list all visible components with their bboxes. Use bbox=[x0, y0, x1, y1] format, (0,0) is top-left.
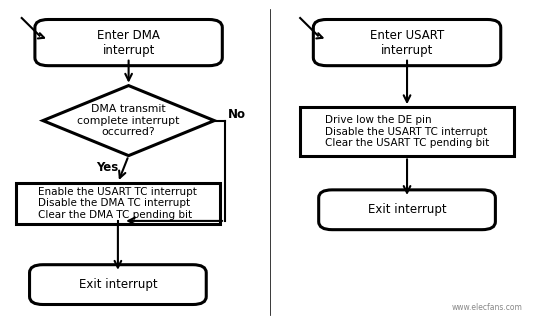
Text: Enter DMA
interrupt: Enter DMA interrupt bbox=[97, 29, 160, 57]
Text: Enable the USART TC interrupt
Disable the DMA TC interrupt
Clear the DMA TC pend: Enable the USART TC interrupt Disable th… bbox=[38, 187, 197, 220]
Text: www.elecfans.com: www.elecfans.com bbox=[451, 303, 522, 312]
Polygon shape bbox=[43, 86, 214, 156]
Text: DMA transmit
complete interrupt
occurred?: DMA transmit complete interrupt occurred… bbox=[77, 104, 180, 137]
Bar bbox=[300, 107, 514, 156]
Text: Exit interrupt: Exit interrupt bbox=[368, 203, 446, 216]
FancyBboxPatch shape bbox=[30, 265, 206, 305]
Text: Enter USART
interrupt: Enter USART interrupt bbox=[370, 29, 444, 57]
FancyBboxPatch shape bbox=[35, 19, 222, 66]
Text: Drive low the DE pin
Disable the USART TC interrupt
Clear the USART TC pending b: Drive low the DE pin Disable the USART T… bbox=[325, 115, 489, 148]
FancyBboxPatch shape bbox=[319, 190, 496, 230]
FancyBboxPatch shape bbox=[313, 19, 501, 66]
Text: Exit interrupt: Exit interrupt bbox=[78, 278, 157, 291]
Text: No: No bbox=[228, 108, 246, 122]
Text: Yes: Yes bbox=[96, 161, 118, 174]
Bar bbox=[16, 183, 220, 224]
